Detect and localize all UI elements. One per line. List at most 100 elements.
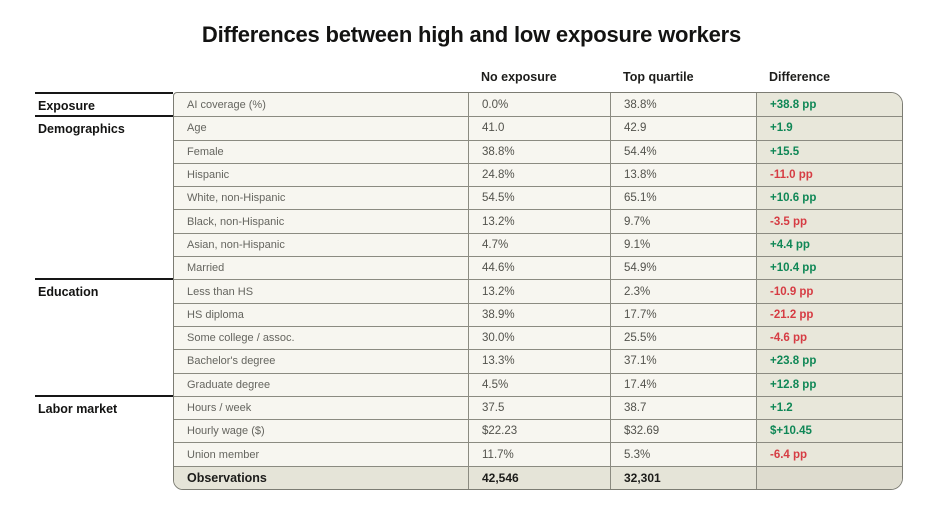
cell-label: Age	[187, 122, 207, 135]
table-row: Age 41.0 42.9 +1.9	[174, 116, 902, 140]
cell-difference: +23.8 pp	[756, 350, 902, 373]
table-row: Bachelor's degree 13.3% 37.1% +23.8 pp	[174, 349, 902, 373]
cell-top-quartile: 9.1%	[610, 233, 756, 257]
table-row: AI coverage (%) 0.0% 38.8% +38.8 pp	[174, 93, 902, 117]
cell-top-quartile: 38.8%	[610, 93, 756, 117]
table-main: Exposure Demographics Education Labor marke…	[35, 92, 903, 491]
cell-top-quartile: $32.69	[610, 420, 756, 443]
cell-top-quartile: 42.9	[610, 117, 756, 140]
cell-no-exposure: 11.7%	[468, 443, 610, 466]
cell-label: AI coverage (%)	[187, 98, 266, 111]
cell-no-exposure: 4.5%	[468, 373, 610, 396]
cell-difference: -21.2 pp	[756, 303, 902, 326]
category-label: Labor market	[38, 401, 118, 416]
cell-difference: +10.4 pp	[756, 257, 902, 280]
cell-no-exposure: 54.5%	[468, 187, 610, 210]
cell-label: Bachelor's degree	[187, 355, 276, 368]
category-label: Exposure	[38, 99, 95, 113]
cell-difference: +1.9	[756, 117, 902, 140]
category-section: Education	[35, 278, 173, 395]
cell-top-quartile: 54.4%	[610, 140, 756, 163]
cell-label: White, non-Hispanic	[187, 192, 286, 205]
cell-top-quartile: 13.8%	[610, 163, 756, 187]
cell-no-exposure: 38.8%	[468, 140, 610, 163]
cell-no-exposure: 38.9%	[468, 303, 610, 326]
cell-no-exposure: 30.0%	[468, 326, 610, 350]
cell-top-quartile: 38.7	[610, 396, 756, 420]
category-section: Demographics	[35, 115, 173, 278]
cell-no-exposure: 24.8%	[468, 163, 610, 187]
cell-difference: +38.8 pp	[756, 93, 902, 117]
cell-difference: -4.6 pp	[756, 326, 902, 350]
cell-no-exposure: 13.3%	[468, 350, 610, 373]
cell-no-exposure: 44.6%	[468, 257, 610, 280]
table-body: AI coverage (%) 0.0% 38.8% +38.8 pp Age 41.0 4…	[173, 92, 903, 491]
table-row: White, non-Hispanic 54.5% 65.1% +10.6 pp	[174, 186, 902, 210]
cell-no-exposure: 4.7%	[468, 233, 610, 257]
table-row: Female 38.8% 54.4% +15.5	[174, 139, 902, 163]
cell-label: Asian, non-Hispanic	[187, 238, 285, 251]
cell-label: Union member	[187, 448, 260, 461]
cell-difference: +15.5	[756, 140, 902, 163]
table-row: Married 44.6% 54.9% +10.4 pp	[174, 256, 902, 280]
cell-label: Graduate degree	[187, 378, 271, 391]
cell-difference: +4.4 pp	[756, 233, 902, 257]
cell-top-quartile: 32,301	[610, 466, 756, 490]
cell-top-quartile: 5.3%	[610, 443, 756, 466]
cell-label: Less than HS	[187, 285, 254, 298]
table-header-row: No exposure Top quartile Difference	[35, 66, 903, 92]
cell-no-exposure: 42,546	[468, 466, 610, 490]
cell-label: HS diploma	[187, 308, 244, 321]
cell-label: Hispanic	[187, 169, 230, 182]
category-column: Exposure Demographics Education Labor marke…	[35, 92, 173, 491]
cell-no-exposure: 13.2%	[468, 280, 610, 303]
table-row: Asian, non-Hispanic 4.7% 9.1% +4.4 pp	[174, 232, 902, 257]
table-row: Some college / assoc. 30.0% 25.5% -4.6 pp	[174, 325, 902, 350]
figure-title: Differences between high and low exposur…	[201, 22, 742, 47]
cell-top-quartile: 17.7%	[610, 303, 756, 326]
table-row: Graduate degree 4.5% 17.4% +12.8 pp	[174, 372, 902, 396]
cell-label: Observations	[187, 470, 267, 485]
cell-difference: -6.4 pp	[756, 443, 902, 466]
cell-difference: -11.0 pp	[756, 163, 902, 187]
cell-difference: +12.8 pp	[756, 373, 902, 396]
table-row: Hourly wage ($) $22.23 $32.69 $+10.45	[174, 419, 902, 443]
cell-difference	[756, 466, 902, 490]
cell-top-quartile: 25.5%	[610, 326, 756, 350]
cell-difference: $+10.45	[756, 420, 902, 443]
cell-no-exposure: 13.2%	[468, 210, 610, 233]
summary-table: No exposure Top quartile Difference Expo…	[35, 66, 903, 491]
cell-difference: -3.5 pp	[756, 210, 902, 233]
cell-no-exposure: 41.0	[468, 117, 610, 140]
cell-label: Some college / assoc.	[187, 332, 295, 345]
cell-label: Hours / week	[187, 402, 252, 414]
column-header-no-exposure: No exposure	[481, 70, 557, 84]
cell-top-quartile: 65.1%	[610, 187, 756, 210]
cell-label: Black, non-Hispanic	[187, 215, 285, 228]
cell-top-quartile: 9.7%	[610, 210, 756, 233]
category-section: Exposure	[35, 92, 173, 115]
cell-difference: +10.6 pp	[756, 187, 902, 210]
cell-no-exposure: 0.0%	[468, 93, 610, 117]
cell-label: Hourly wage ($)	[187, 425, 265, 438]
category-section: Labor market	[35, 394, 173, 488]
cell-top-quartile: 2.3%	[610, 280, 756, 303]
cell-no-exposure: 37.5	[468, 396, 610, 420]
table-row: HS diploma 38.9% 17.7% -21.2 pp	[174, 302, 902, 326]
cell-top-quartile: 17.4%	[610, 373, 756, 396]
cell-label: Married	[187, 262, 225, 275]
table-row: Black, non-Hispanic 13.2% 9.7% -3.5 pp	[174, 209, 902, 233]
cell-no-exposure: $22.23	[468, 420, 610, 443]
table-row: Union member 11.7% 5.3% -6.4 pp	[174, 442, 902, 466]
category-label: Education	[38, 285, 99, 300]
table-row: Hispanic 24.8% 13.8% -11.0 pp	[174, 162, 902, 187]
table-row: Less than HS 13.2% 2.3% -10.9 pp	[174, 279, 902, 303]
column-header-difference: Difference	[769, 70, 831, 84]
cell-top-quartile: 37.1%	[610, 350, 756, 373]
column-header-top-quartile: Top quartile	[623, 70, 694, 84]
observations-row: Observations 42,546 32,301	[174, 465, 902, 490]
cell-top-quartile: 54.9%	[610, 257, 756, 280]
table-row: Hours / week 37.5 38.7 +1.2	[174, 395, 902, 420]
cell-difference: -10.9 pp	[756, 280, 902, 303]
